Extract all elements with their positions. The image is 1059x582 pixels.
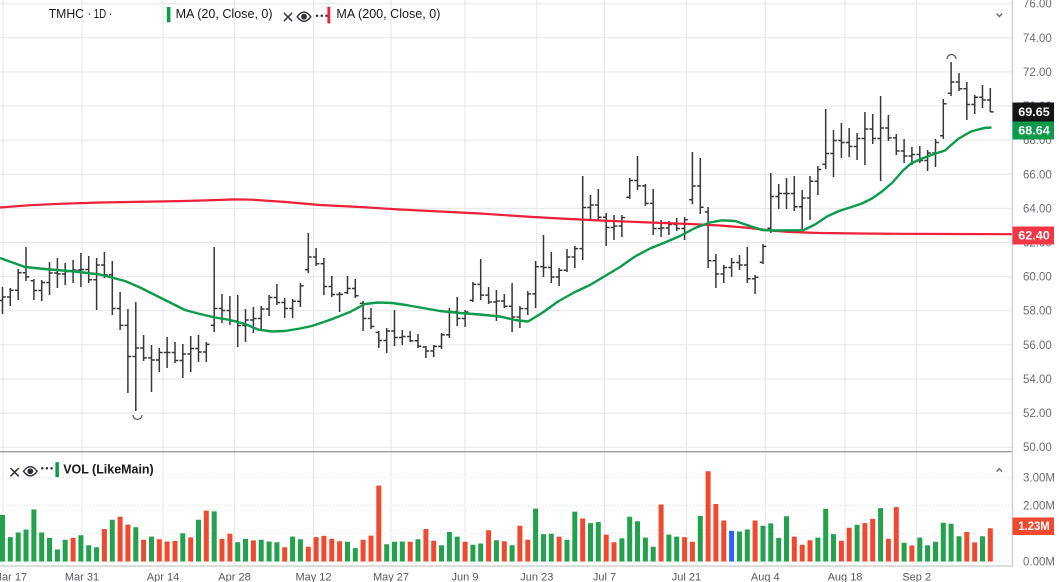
svg-text:Mar 17: Mar 17 <box>0 572 27 582</box>
svg-text:56.00: 56.00 <box>1023 340 1052 352</box>
svg-text:TMHC: TMHC <box>49 6 84 21</box>
svg-text:62.40: 62.40 <box>1018 231 1050 243</box>
svg-text:Jul 21: Jul 21 <box>672 572 701 582</box>
svg-text:Mar 31: Mar 31 <box>65 572 99 582</box>
svg-text:54.00: 54.00 <box>1023 374 1052 386</box>
svg-text:Sep 2: Sep 2 <box>902 572 931 582</box>
svg-text:60.00: 60.00 <box>1023 272 1052 284</box>
svg-text:Jul 7: Jul 7 <box>593 572 616 582</box>
svg-text:64.00: 64.00 <box>1023 203 1052 215</box>
svg-text:58.00: 58.00 <box>1023 306 1052 318</box>
svg-text:May 12: May 12 <box>295 572 331 582</box>
svg-text:52.00: 52.00 <box>1023 408 1052 420</box>
svg-text:Aug 18: Aug 18 <box>828 572 863 582</box>
svg-text:50.00: 50.00 <box>1023 442 1052 454</box>
svg-text:Aug 4: Aug 4 <box>751 572 780 582</box>
svg-text:MA (200, Close, 0): MA (200, Close, 0) <box>336 6 440 21</box>
svg-text:3.00M: 3.00M <box>1023 473 1055 485</box>
svg-text:74.00: 74.00 <box>1023 33 1052 45</box>
svg-text:2.00M: 2.00M <box>1023 501 1055 513</box>
svg-text:Jun 23: Jun 23 <box>520 572 553 582</box>
svg-text:0.00M: 0.00M <box>1023 557 1055 569</box>
svg-text:· 1D ·: · 1D · <box>88 6 112 21</box>
svg-text:1.23M: 1.23M <box>1018 521 1050 533</box>
svg-text:Apr 14: Apr 14 <box>147 572 179 582</box>
svg-text:69.65: 69.65 <box>1018 107 1050 119</box>
svg-text:MA (20, Close, 0): MA (20, Close, 0) <box>176 6 273 21</box>
svg-text:VOL (LikeMain): VOL (LikeMain) <box>63 462 154 477</box>
svg-text:76.00: 76.00 <box>1023 0 1052 11</box>
svg-text:May 27: May 27 <box>373 572 409 582</box>
svg-text:Apr 28: Apr 28 <box>218 572 250 582</box>
svg-text:72.00: 72.00 <box>1023 67 1052 79</box>
svg-text:Jun 9: Jun 9 <box>452 572 479 582</box>
svg-text:68.64: 68.64 <box>1018 126 1050 138</box>
svg-text:66.00: 66.00 <box>1023 169 1052 181</box>
